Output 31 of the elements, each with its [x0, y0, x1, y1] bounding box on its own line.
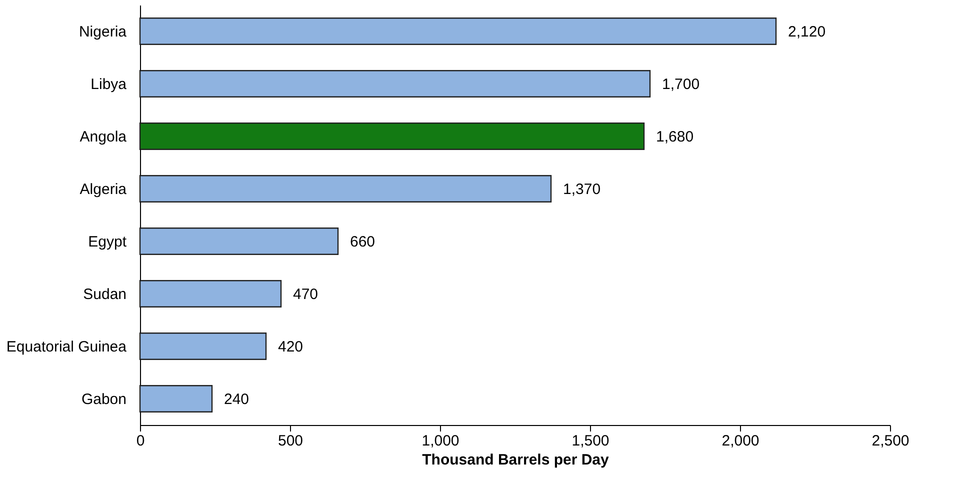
data-label: 240: [224, 390, 250, 408]
data-label: 470: [293, 286, 318, 303]
data-label: 1,700: [662, 76, 700, 93]
bar: [139, 228, 339, 255]
x-tick-label: 500: [278, 432, 304, 450]
y-tick-label: Algeria: [80, 180, 128, 198]
data-label: 420: [278, 338, 304, 356]
data-label: 1,370: [563, 180, 601, 198]
y-tick-label: Gabon: [81, 390, 126, 408]
y-tick-label: Libya: [90, 76, 128, 93]
x-tick-label: 2,000: [722, 432, 760, 450]
y-tick-label: Sudan: [83, 286, 126, 303]
bar: [139, 385, 213, 412]
bar: [139, 70, 651, 98]
bar: [139, 122, 645, 150]
x-tick-label: 0: [136, 432, 145, 450]
bar: [139, 18, 777, 45]
bar: [139, 332, 267, 360]
y-tick-label: Egypt: [88, 233, 128, 250]
y-tick-label: Equatorial Guinea: [6, 338, 128, 356]
bar: [139, 280, 282, 308]
data-label: 2,120: [788, 23, 826, 40]
y-tick-label: Nigeria: [78, 23, 128, 40]
x-tick-label: 1,500: [572, 432, 610, 450]
x-tick-label: 1,000: [422, 432, 460, 450]
data-label: 660: [350, 233, 376, 250]
x-tick-label: 2,500: [872, 432, 910, 450]
x-axis-title: Thousand Barrels per Day: [422, 452, 610, 468]
data-label: 1,680: [656, 128, 694, 146]
bar: [139, 175, 552, 202]
y-tick-label: Angola: [80, 128, 128, 146]
